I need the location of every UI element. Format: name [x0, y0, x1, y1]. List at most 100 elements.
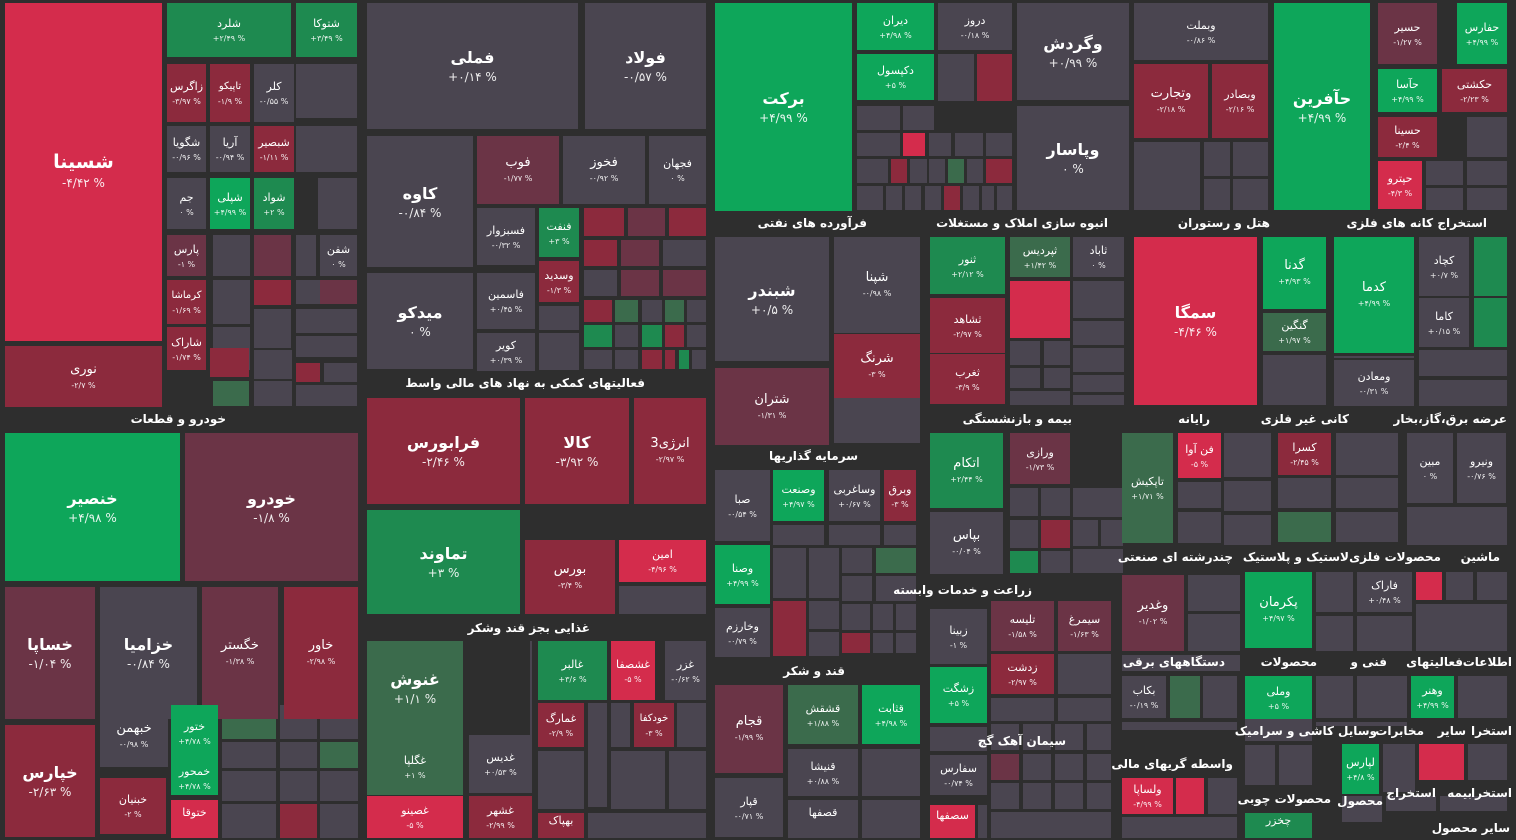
stock-tile[interactable]: مبین ۰ % [1407, 433, 1453, 503]
stock-tile[interactable]: کالا -۳/۹۲ % [525, 398, 629, 504]
stock-tile[interactable]: فن آوا -۵ % [1178, 433, 1221, 478]
treemap-cell[interactable] [320, 742, 358, 768]
treemap-cell[interactable] [584, 350, 612, 369]
treemap-cell[interactable] [280, 804, 317, 838]
stock-tile[interactable]: ورازی -۱/۷۳ % [1010, 433, 1070, 484]
treemap-cell[interactable] [1044, 368, 1070, 388]
stock-tile[interactable]: شواد +۲ % [254, 178, 294, 229]
stock-tile[interactable]: حسینا -۲/۴ % [1378, 117, 1437, 157]
treemap-cell[interactable] [991, 754, 1019, 780]
stock-tile[interactable]: دکپسول +۵ % [857, 54, 934, 100]
treemap-cell[interactable] [1073, 549, 1123, 573]
stock-tile[interactable]: پکرمان +۴/۹۷ % [1245, 572, 1312, 648]
stock-tile[interactable]: شسینا -۴/۴۲ % [5, 3, 162, 341]
treemap-cell[interactable] [1010, 368, 1040, 388]
treemap-cell[interactable] [948, 159, 964, 183]
treemap-cell[interactable] [1316, 572, 1353, 612]
stock-tile[interactable]: فجهان ۰ % [649, 136, 706, 204]
stock-tile[interactable]: بورس -۳/۴ % [525, 540, 615, 614]
stock-tile[interactable]: شفن ۰ % [320, 235, 357, 276]
stock-tile[interactable]: قنیشا +۰/۸۸ % [788, 749, 858, 796]
stock-tile[interactable]: انرژی3 -۲/۹۷ % [634, 398, 706, 504]
treemap-cell[interactable] [254, 280, 291, 305]
treemap-cell[interactable] [1073, 488, 1123, 517]
treemap-cell[interactable] [665, 350, 675, 369]
treemap-cell[interactable] [1010, 551, 1038, 573]
stock-tile[interactable]: وبصادر -۲/۱۶ % [1212, 64, 1268, 138]
treemap-cell[interactable] [677, 703, 706, 747]
stock-tile[interactable]: گنگین +۱/۹۷ % [1263, 313, 1326, 351]
treemap-cell[interactable] [210, 348, 249, 377]
treemap-cell[interactable] [809, 548, 839, 598]
treemap-cell[interactable] [669, 751, 706, 809]
stock-tile[interactable]: شپلی +۴/۹۹ % [210, 178, 250, 229]
treemap-cell[interactable] [584, 240, 617, 266]
treemap-cell[interactable] [862, 800, 920, 838]
stock-tile[interactable]: ولساپا -۴/۹۹ % [1122, 778, 1173, 814]
treemap-cell[interactable] [213, 235, 250, 276]
stock-tile[interactable]: کویر +۰/۳۹ % [477, 333, 535, 371]
treemap-cell[interactable] [669, 208, 706, 236]
treemap-cell[interactable] [296, 64, 357, 118]
treemap-cell[interactable] [1278, 512, 1331, 542]
treemap-cell[interactable] [320, 280, 357, 304]
treemap-cell[interactable] [280, 771, 317, 801]
stock-tile[interactable]: فولاد -۰/۵۷ % [585, 3, 706, 129]
treemap-cell[interactable] [1204, 179, 1230, 210]
stock-tile[interactable]: فنفت +۳ % [539, 208, 579, 257]
stock-tile[interactable]: ثشاهد -۲/۹۷ % [930, 298, 1005, 353]
treemap-cell[interactable] [1477, 572, 1507, 600]
stock-tile[interactable]: زاگرس -۳/۹۷ % [167, 64, 206, 122]
treemap-cell[interactable] [1467, 188, 1507, 210]
treemap-cell[interactable] [857, 159, 888, 183]
stock-tile[interactable]: کاوه -۰/۸۴ % [367, 136, 473, 267]
stock-tile[interactable]: حآفرین +۴/۹۹ % [1274, 3, 1370, 210]
stock-tile[interactable]: شبصیر -۱/۱۱ % [254, 126, 294, 172]
treemap-cell[interactable] [296, 309, 320, 333]
treemap-cell[interactable] [1342, 796, 1382, 822]
treemap-cell[interactable] [1279, 745, 1312, 785]
treemap-cell[interactable] [991, 724, 1019, 750]
stock-tile[interactable]: وملی +۵ % [1245, 676, 1312, 719]
treemap-cell[interactable] [530, 641, 532, 735]
treemap-cell[interactable] [991, 812, 1111, 838]
treemap-cell[interactable] [1058, 698, 1111, 721]
stock-tile[interactable]: حفارس +۴/۹۹ % [1457, 3, 1507, 64]
stock-tile[interactable]: کسرا -۲/۴۵ % [1278, 433, 1331, 475]
treemap-cell[interactable] [930, 727, 987, 751]
treemap-cell[interactable] [1224, 481, 1271, 511]
treemap-cell[interactable] [1188, 575, 1240, 611]
stock-tile[interactable]: غالبر +۳/۶ % [538, 641, 607, 700]
treemap-cell[interactable] [1416, 572, 1442, 600]
stock-tile[interactable]: خودرو -۱/۸ % [185, 433, 358, 581]
treemap-cell[interactable] [1010, 391, 1070, 405]
treemap-cell[interactable] [1203, 676, 1237, 718]
treemap-cell[interactable] [1044, 341, 1070, 365]
treemap-cell[interactable] [1419, 350, 1507, 376]
stock-tile[interactable]: ثنور +۲/۱۲ % [930, 237, 1005, 294]
treemap-cell[interactable] [663, 270, 706, 296]
stock-tile[interactable]: قصفها [788, 800, 858, 838]
stock-tile[interactable]: کدما +۴/۹۹ % [1334, 237, 1414, 353]
treemap-cell[interactable] [1245, 745, 1275, 785]
stock-tile[interactable]: قثابت +۴/۹۸ % [862, 685, 920, 744]
treemap-cell[interactable] [1122, 655, 1240, 671]
stock-tile[interactable]: قپار -۰/۷۱ % [715, 778, 783, 837]
stock-tile[interactable]: لپارس +۴/۸ % [1342, 744, 1379, 794]
stock-tile[interactable]: شتوکا +۳/۴۹ % [296, 3, 357, 57]
stock-tile[interactable]: تلیسه -۱/۵۸ % [991, 601, 1054, 651]
treemap-cell[interactable] [876, 548, 916, 573]
treemap-cell[interactable] [296, 363, 320, 382]
stock-tile[interactable]: بکاب -۰/۱۹ % [1122, 676, 1166, 718]
treemap-cell[interactable] [222, 742, 276, 768]
treemap-cell[interactable] [1440, 796, 1507, 811]
treemap-cell[interactable] [896, 604, 916, 630]
stock-tile[interactable]: آریا -۰/۹۴ % [210, 126, 250, 172]
stock-tile[interactable]: دیران +۴/۹۸ % [857, 3, 934, 50]
treemap-cell[interactable] [997, 186, 1012, 210]
stock-tile[interactable]: وهنر +۴/۹۹ % [1411, 676, 1454, 718]
stock-tile[interactable]: بپاس -۰/۰۴ % [930, 512, 1003, 574]
treemap-cell[interactable] [296, 235, 316, 276]
treemap-cell[interactable] [1467, 161, 1507, 185]
treemap-cell[interactable] [1055, 783, 1083, 809]
